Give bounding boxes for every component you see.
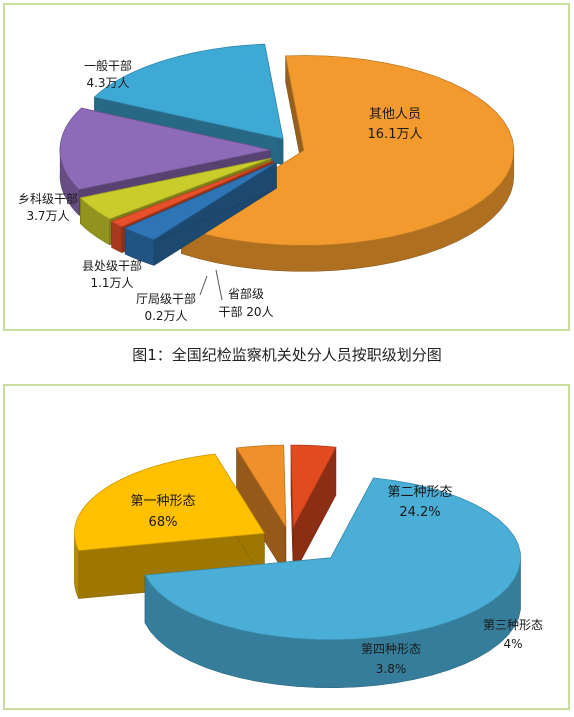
label-yiban-ganbu: 一般干部 (84, 58, 132, 73)
leader-line-tingju (199, 275, 208, 296)
value-xiangke: 3.7万人 (26, 209, 69, 223)
value-yiban-ganbu: 4.3万人 (86, 76, 129, 90)
chart2-pie (74, 444, 521, 689)
chart1-caption: 图1：全国纪检监察机关处分人员按职级划分图 (132, 346, 442, 364)
label-disan: 第三种形态 (483, 618, 543, 632)
label-xianchu: 县处级干部 (82, 258, 142, 273)
value-diyi: 68% (149, 515, 178, 530)
value-xianchu: 1.1万人 (90, 276, 133, 290)
chart2-slice-3 (290, 444, 337, 576)
value-dier: 24.2% (399, 505, 440, 520)
label-tingju: 厅局级干部 (136, 291, 196, 306)
label-qita: 其他人员 (369, 107, 421, 122)
value-tingju: 0.2万人 (144, 309, 187, 323)
value-shengbu: 干部 20人 (218, 304, 273, 319)
chart1-slice-1 (124, 161, 277, 266)
label-diyi: 第一种形态 (130, 494, 195, 509)
label-shengbu: 省部级 (228, 286, 264, 301)
label-disi: 第四种形态 (361, 642, 421, 656)
chart2-slice-0 (144, 477, 521, 689)
label-dier: 第二种形态 (387, 485, 452, 500)
chart1-pie (59, 43, 515, 272)
value-disi: 3.8% (376, 662, 407, 676)
value-qita: 16.1万人 (368, 127, 423, 142)
chart2-slice-2 (235, 444, 287, 577)
leader-line-shengbu (215, 269, 223, 301)
label-xiangke: 乡科级干部 (18, 191, 78, 206)
value-disan: 4% (503, 637, 522, 651)
